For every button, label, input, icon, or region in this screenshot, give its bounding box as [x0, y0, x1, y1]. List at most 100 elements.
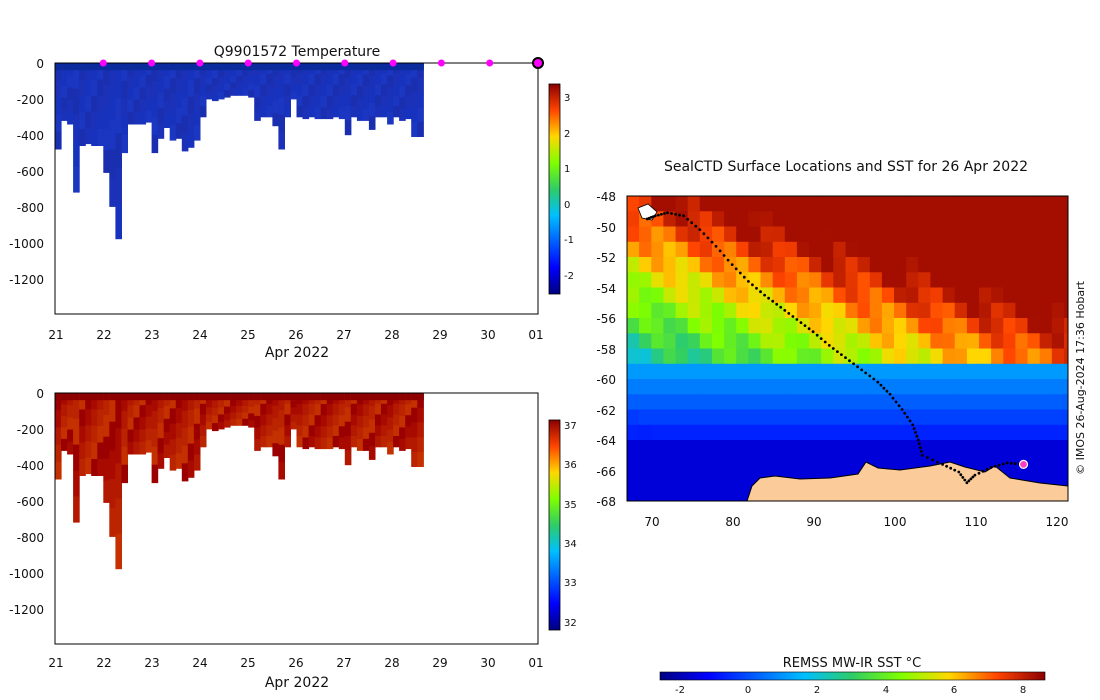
sst-cell [857, 379, 871, 395]
sst-cell [663, 348, 677, 365]
profile-cell [254, 404, 261, 417]
sst-cell [869, 257, 883, 273]
profile-cell [175, 63, 183, 79]
profile-cell [230, 405, 237, 413]
profile-cell [121, 393, 128, 412]
track-point [917, 442, 921, 446]
track-point [698, 228, 702, 232]
profile-cell [260, 73, 267, 86]
sst-cell [869, 363, 883, 380]
profile-cell [393, 73, 400, 86]
sst-cell [894, 257, 907, 273]
sst-cell [639, 318, 652, 334]
lon-tick: 120 [1046, 515, 1069, 529]
surface-cell [121, 393, 128, 401]
profile-cell [242, 405, 249, 413]
sst-cell [809, 333, 822, 350]
sst-cell [869, 287, 883, 304]
profile-cell [368, 89, 376, 104]
sst-cell [894, 455, 907, 472]
profile-cell [169, 439, 177, 456]
profile-cell [91, 393, 98, 410]
surface-cell [163, 393, 171, 401]
profile-cell [169, 109, 177, 126]
profile-cell [326, 415, 334, 427]
profile-cell [405, 437, 412, 450]
salinity-x-label: Apr 2022 [265, 675, 329, 691]
sst-cell [906, 379, 919, 395]
surface-cell [248, 393, 255, 401]
sst-cell [784, 379, 798, 395]
sst-cell [845, 196, 859, 212]
sst-cell [857, 211, 871, 228]
profile-cell [91, 96, 98, 113]
sst-cell [663, 257, 677, 273]
sst-cell [712, 287, 725, 304]
sst-cell [663, 226, 677, 243]
sst-cell [627, 409, 640, 426]
sst-cell [699, 485, 713, 501]
sst-cell [724, 272, 737, 289]
sst-cell [712, 409, 725, 426]
track-point [791, 315, 795, 318]
profile-cell [139, 417, 147, 431]
profile-marker [148, 59, 156, 67]
sst-cell [1039, 226, 1053, 243]
track-point [799, 321, 803, 324]
profile-cell [302, 74, 310, 86]
profile-cell [199, 73, 207, 86]
surface-cell [61, 393, 68, 401]
profile-cell [302, 426, 310, 438]
sst-cell [784, 348, 798, 365]
profile-cell [266, 95, 273, 107]
sst-cell [699, 241, 713, 258]
sst-cell [663, 333, 677, 350]
profile-cell [121, 80, 128, 100]
sst-cell [736, 363, 749, 380]
track-point [763, 293, 766, 297]
sst-cell [906, 424, 919, 441]
x-tick: 26 [288, 656, 303, 670]
sst-cell [772, 379, 786, 395]
sst-cell [942, 363, 956, 380]
sst-cell [1003, 196, 1016, 212]
profile-cell [193, 408, 201, 425]
sst-cell [1051, 333, 1065, 350]
profile-cell [97, 79, 104, 97]
profile-cell [193, 78, 201, 95]
profile-cell [151, 80, 159, 100]
sst-cell [772, 394, 786, 411]
profile-cell [266, 403, 273, 416]
profile-cell [187, 443, 195, 461]
profile-cell [332, 106, 340, 118]
profile-cell [55, 461, 62, 480]
profile-marker [486, 59, 494, 67]
cbar-tick: 6 [951, 685, 957, 696]
profile-cell [109, 149, 116, 179]
profile-cell [230, 399, 237, 407]
sst-cell [760, 348, 774, 365]
sst-cell [894, 333, 907, 350]
track-point [815, 333, 819, 337]
sst-cell [1064, 302, 1068, 319]
sst-cell [918, 241, 931, 258]
sst-cell [979, 272, 992, 289]
profile-cell [109, 393, 116, 423]
profile-cell [109, 421, 116, 451]
sst-cell [1015, 333, 1029, 350]
sst-cell [845, 333, 859, 350]
profile-marker [293, 59, 300, 67]
profile-cell [224, 69, 231, 78]
sst-cell [833, 348, 846, 365]
sst-cell [1015, 196, 1029, 212]
profile-cell [393, 403, 400, 416]
surface-cell [296, 63, 304, 71]
sst-cell [845, 318, 859, 334]
profile-cell [362, 427, 370, 440]
profile-cell [85, 79, 92, 96]
temperature-panel: Q9901572 Temperature 0 -200 -400 -600 -8… [9, 44, 574, 361]
profile-cell [411, 63, 418, 79]
surface-cell [133, 393, 141, 401]
sst-cell [1064, 333, 1068, 350]
profile-cell [193, 109, 201, 126]
